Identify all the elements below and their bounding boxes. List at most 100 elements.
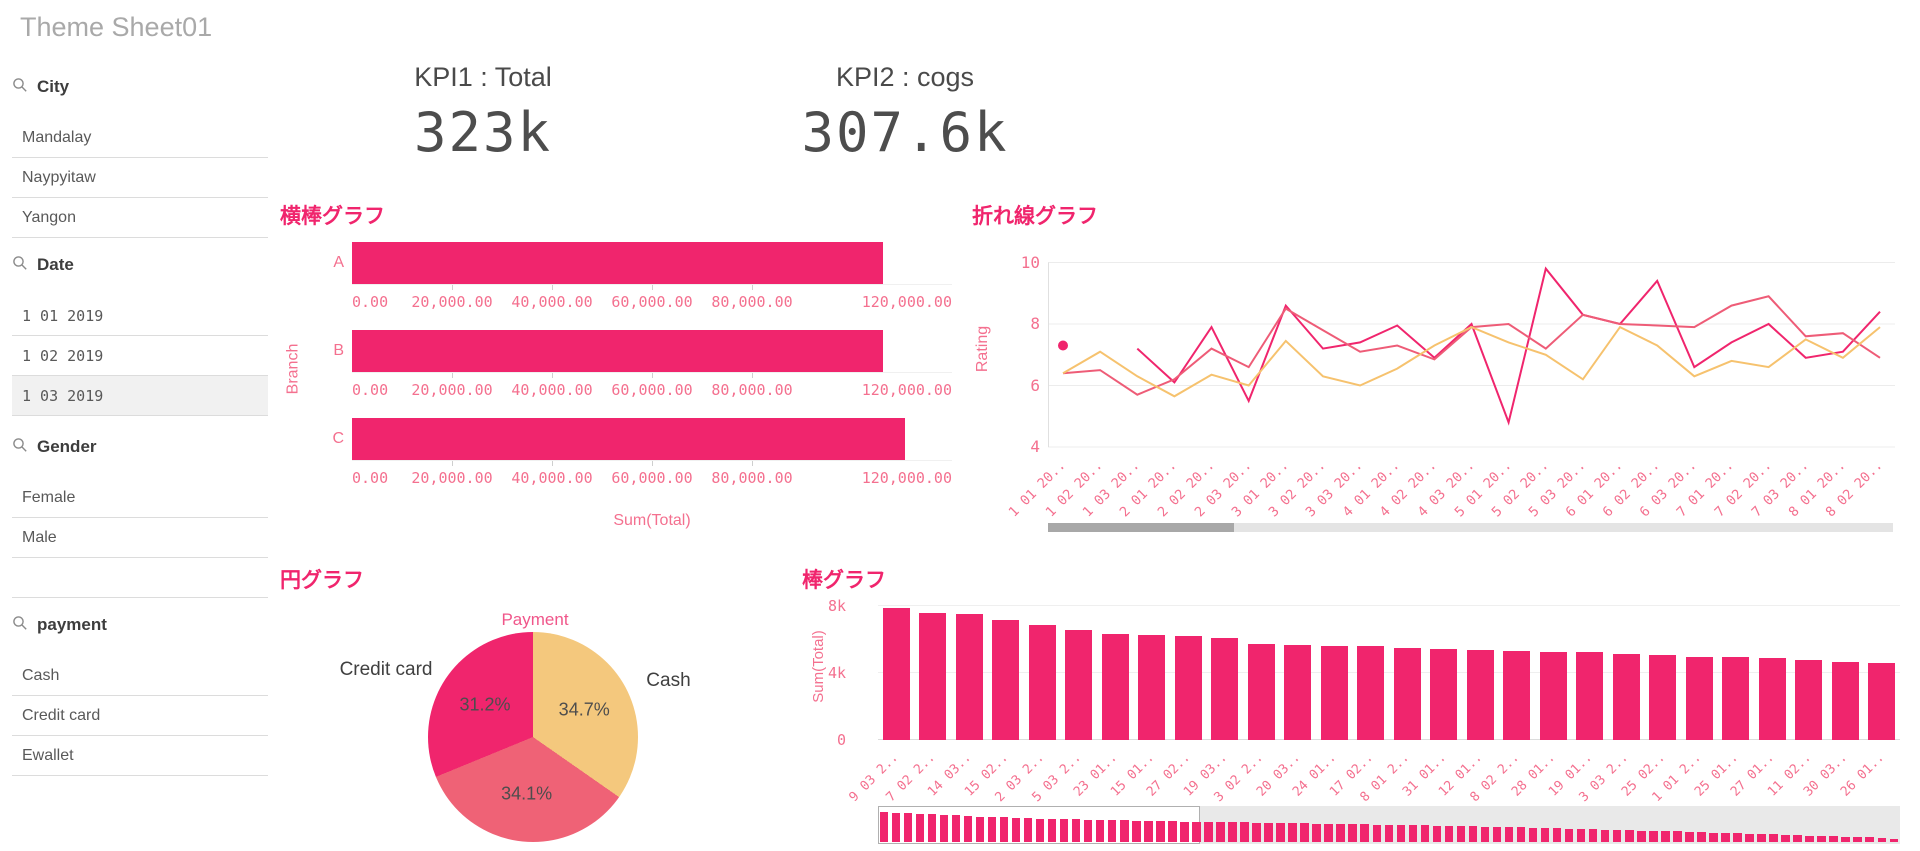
- navigator-mini-bar: [1612, 829, 1622, 842]
- list-item[interactable]: Ewallet: [12, 736, 268, 776]
- navigator-mini-bar: [1372, 824, 1381, 842]
- series-magenta-point[interactable]: [1058, 340, 1068, 351]
- bar-facet-axis: 0.00 20,000.00 40,000.00 60,000.00 80,000.00…: [352, 460, 952, 490]
- axis-tick-label: 0.00: [352, 381, 389, 399]
- bar[interactable]: [1284, 644, 1312, 740]
- search-icon[interactable]: [12, 255, 28, 276]
- bar-category-label: A: [333, 254, 344, 271]
- list-item[interactable]: Naypyitaw: [12, 158, 268, 198]
- axis-tick-mark: [752, 285, 753, 290]
- bar[interactable]: [1138, 634, 1166, 740]
- list-item[interactable]: Male: [12, 518, 268, 558]
- navigator-mini-bar: [879, 812, 888, 842]
- list-item[interactable]: Yangon: [12, 198, 268, 238]
- filterpane-header[interactable]: Gender: [12, 436, 268, 458]
- series-magenta[interactable]: [1136, 266, 1881, 426]
- bar-facet-C: C 0.00 20,000.00 40,000.00 60,000.00 80,000.0…: [332, 418, 952, 490]
- filterpane-payment: payment Cash Credit card Ewallet: [12, 614, 268, 776]
- navigator-mini-bar: [1360, 824, 1369, 842]
- axis-tick-label: 60,000.00: [611, 469, 693, 487]
- navigator-mini-bar: [1095, 820, 1105, 842]
- list-item[interactable]: 1 02 2019: [12, 336, 268, 376]
- navigator-mini-bar: [1733, 833, 1742, 842]
- filterpane-list: Female Male: [12, 478, 268, 598]
- chart-navigator[interactable]: [878, 806, 1900, 844]
- filterpane-header[interactable]: Date: [12, 254, 268, 276]
- bar-chart: 棒グラフ Sum(Total) 8k 4k 0 9 03 2.. 7 02 2.. 14…: [790, 558, 1920, 851]
- axis-tick-mark: [552, 285, 553, 290]
- navigator-mini-bar: [1011, 817, 1021, 842]
- bar[interactable]: [1466, 649, 1494, 740]
- pie-disc[interactable]: [428, 632, 638, 842]
- navigator-mini-bar: [1336, 824, 1345, 842]
- filter-sidebar: City Mandalay Naypyitaw Yangon Date 1 01 2019…: [12, 50, 268, 776]
- bar-C[interactable]: [352, 418, 905, 460]
- bar[interactable]: [1576, 652, 1604, 740]
- axis-tick-mark: [452, 285, 453, 290]
- bar[interactable]: [1065, 629, 1093, 740]
- bar[interactable]: [1758, 658, 1786, 740]
- bar[interactable]: [919, 613, 947, 740]
- list-item[interactable]: Female: [12, 478, 268, 518]
- navigator-mini-bar: [1769, 834, 1778, 842]
- bar[interactable]: [1685, 656, 1713, 740]
- navigator-mini-bar: [1793, 835, 1802, 842]
- series-rose[interactable]: [1062, 295, 1881, 396]
- bar[interactable]: [1612, 654, 1640, 740]
- bar[interactable]: [1722, 657, 1750, 740]
- navigator-mini-bar: [999, 817, 1009, 842]
- navigator-mini-bar: [1625, 830, 1634, 842]
- filterpane-header[interactable]: City: [12, 76, 268, 98]
- navigator-mini-bar: [1504, 827, 1514, 842]
- bar[interactable]: [992, 619, 1020, 740]
- bar[interactable]: [1320, 645, 1348, 740]
- bar[interactable]: [1101, 633, 1129, 740]
- bar[interactable]: [1649, 654, 1677, 740]
- navigator-mini-bar: [1420, 825, 1430, 842]
- bar-B[interactable]: [352, 330, 883, 372]
- bar[interactable]: [1868, 663, 1896, 740]
- bar[interactable]: [1430, 648, 1458, 740]
- axis-tick-label: 60,000.00: [611, 293, 693, 311]
- list-item[interactable]: Cash: [12, 656, 268, 696]
- bar[interactable]: [1539, 651, 1567, 740]
- bar[interactable]: [1831, 661, 1859, 740]
- list-item[interactable]: 1 01 2019: [12, 296, 268, 336]
- search-icon[interactable]: [12, 77, 28, 98]
- chart-title: 棒グラフ: [802, 569, 886, 592]
- series-orange[interactable]: [1062, 325, 1881, 398]
- search-icon[interactable]: [12, 437, 28, 458]
- navigator-mini-bar: [1432, 825, 1442, 842]
- bar[interactable]: [882, 608, 910, 740]
- list-item[interactable]: Credit card: [12, 696, 268, 736]
- bar[interactable]: [1247, 643, 1275, 740]
- bar[interactable]: [1795, 659, 1823, 740]
- bar[interactable]: [955, 613, 983, 740]
- bar[interactable]: [1028, 624, 1056, 740]
- line-chart-svg: [1048, 262, 1895, 448]
- bar[interactable]: [1393, 648, 1421, 740]
- navigator-mini-bar: [1745, 833, 1754, 842]
- axis-tick-label: 40,000.00: [511, 469, 593, 487]
- bar-A[interactable]: [352, 242, 883, 284]
- list-item[interactable]: 1 03 2019: [12, 376, 268, 416]
- navigator-mini-bar: [975, 816, 985, 842]
- axis-tick-label: 120,000.00: [861, 469, 952, 487]
- x-axis-line: [878, 739, 1900, 740]
- filterpane-gender: Gender Female Male: [12, 436, 268, 598]
- bar[interactable]: [1174, 635, 1202, 740]
- bar[interactable]: [1357, 646, 1385, 740]
- pie-percent-label: 34.7%: [558, 699, 610, 720]
- navigator-mini-bar: [1673, 831, 1682, 842]
- filterpane-header[interactable]: payment: [12, 614, 268, 636]
- y-tick-label: 8: [1030, 314, 1040, 333]
- horizontal-bar-chart: 横棒グラフ Branch A 0.00 20,000.00 40,000.00 60,0…: [280, 200, 960, 550]
- list-item[interactable]: Mandalay: [12, 118, 268, 158]
- navigator-mini-bar: [1540, 827, 1550, 842]
- bar[interactable]: [1211, 638, 1239, 740]
- line-chart-scrollbar-thumb[interactable]: [1048, 523, 1234, 532]
- navigator-mini-bar: [1721, 832, 1730, 842]
- line-chart-scrollbar-track[interactable]: [1048, 523, 1893, 532]
- bar[interactable]: [1503, 650, 1531, 740]
- search-icon[interactable]: [12, 615, 28, 636]
